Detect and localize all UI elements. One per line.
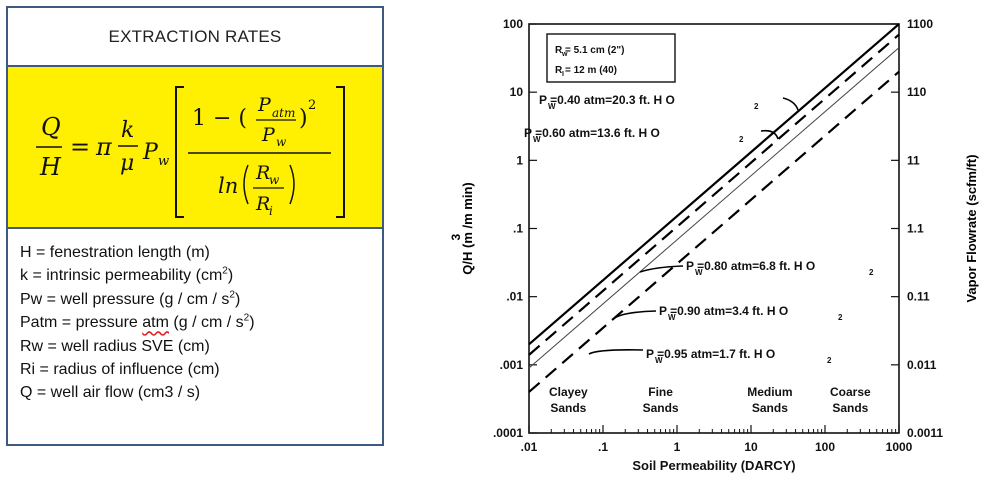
y-axis-label: Q/H (m /m min)3 (449, 182, 475, 274)
y-tick-label: .001 (500, 358, 524, 372)
y2-tick-label: 110 (907, 85, 927, 99)
series-label-sub-w: W (655, 356, 663, 365)
formula-k: k (121, 118, 134, 143)
y-tick-label: .1 (513, 222, 523, 236)
definition-q: Q = well air flow (cm3 / s) (20, 384, 201, 402)
definition-pw: Pw = well pressure (g / cm / s2) (20, 289, 241, 308)
series-leader-3 (639, 265, 684, 273)
soil-class-bottom: Sands (832, 401, 868, 415)
y-axis-label-exponent: 3 (449, 234, 463, 241)
y2-axis-label-text: Vapor Flowrate (scfm/ft) (964, 154, 979, 302)
y2-tick-label: 0.11 (907, 290, 930, 304)
soil-class-bottom: Sands (752, 401, 788, 415)
formula-rw: R (255, 162, 270, 184)
definition-patm: Patm = pressure atm (g / cm / s2) (20, 312, 255, 332)
x-tick-label: .01 (521, 440, 538, 454)
formula-mu: μ (120, 151, 134, 176)
formula-pw: P (142, 140, 159, 165)
definition-ri: Ri = radius of influence (cm) (20, 360, 220, 378)
x-tick-label: .1 (598, 440, 608, 454)
x-tick-label: 100 (815, 440, 835, 454)
formula-patm: P (257, 94, 272, 116)
series-label-5: P =0.95 atm=1.7 ft. H O (646, 347, 775, 361)
series-label-sub-w: W (548, 102, 556, 111)
x-tick-label: 1000 (886, 440, 913, 454)
series-label-sub-w: W (668, 313, 676, 322)
y-axis-label-text: Q/H (m /m min) (460, 182, 475, 274)
x-tick-label: 10 (744, 440, 758, 454)
formula-pi: π (95, 133, 113, 161)
formula-one-minus: 1 − ( (192, 106, 247, 131)
extraction-formula: Q H = π k μ P w 1 − ( P atm P w ) 2 (36, 86, 345, 218)
series-label-sub-2: 2 (869, 268, 874, 277)
definition-k: k = intrinsic permeability (cm2) (20, 266, 234, 285)
formula-square: 2 (308, 98, 316, 113)
formula-h: H (39, 153, 62, 181)
series-label-sub-2: 2 (827, 356, 832, 365)
series-label-sub-w: W (695, 268, 703, 277)
inset-line-1: R = 5.1 cm (2") (555, 45, 625, 56)
series-leader-4 (611, 310, 657, 321)
y2-tick-label: 0.0011 (907, 426, 943, 440)
inset-line-2: R = 12 m (40) (555, 65, 617, 76)
soil-class-top: Clayey (549, 385, 588, 399)
y2-tick-label: 11 (907, 153, 920, 167)
formula-q: Q (41, 113, 61, 141)
formula-ri: R (255, 193, 270, 215)
plot-frame (528, 23, 900, 434)
series-line-1 (528, 23, 900, 346)
soil-class-top: Medium (747, 385, 792, 399)
series-line-4 (528, 70, 900, 393)
inset-box (546, 33, 676, 83)
series-label-sub-w: W (533, 135, 541, 144)
y2-tick-label: 0.011 (907, 358, 937, 372)
series-label-2: P =0.60 atm=13.6 ft. H O (524, 126, 660, 140)
y-tick-label: 100 (503, 17, 523, 31)
y2-axis-label: Vapor Flowrate (scfm/ft) (964, 154, 979, 302)
formula-box: Q H = π k μ P w 1 − ( P atm P w ) 2 (8, 65, 382, 229)
series-label-sub-2: 2 (754, 102, 759, 111)
series-label-sub-2: 2 (838, 313, 843, 322)
formula-ln: ln (218, 174, 238, 198)
definition-rw: Rw = well radius SVE (cm) (20, 337, 210, 355)
series-leader-2 (760, 129, 779, 140)
y2-tick-label: 1.1 (907, 222, 924, 236)
formula-patm-sub: atm (272, 106, 295, 120)
definition-h: H = fenestration length (m) (20, 244, 210, 261)
inset-line-2-sub: I (562, 71, 564, 78)
formula-pw-sub: w (158, 154, 169, 169)
x-axis-label: Soil Permeability (DARCY) (632, 458, 795, 473)
series-line-2 (528, 33, 900, 356)
formula-rw-sub: w (269, 173, 280, 187)
y-tick-label: .01 (506, 290, 523, 304)
soil-class-bottom: Sands (550, 401, 586, 415)
y-tick-label: 1 (516, 153, 523, 167)
soil-class-bottom: Sands (643, 401, 679, 415)
series-label-1: P =0.40 atm=20.3 ft. H O (539, 93, 675, 107)
formula-ri-sub: i (269, 204, 273, 218)
series-label-3: P =0.80 atm=6.8 ft. H O (686, 259, 815, 273)
series-label-sub-2: 2 (739, 135, 744, 144)
series-leader-1 (782, 97, 799, 111)
y-tick-label: .0001 (493, 426, 523, 440)
formula-equals: = (70, 133, 90, 161)
formula-close-paren: ) (299, 106, 308, 131)
y2-tick-label: 1100 (907, 17, 933, 31)
panel-title: EXTRACTION RATES (108, 26, 282, 46)
series-line-3 (528, 47, 900, 369)
x-tick-label: 1 (674, 440, 681, 454)
inset-line-1-sub: w (561, 51, 568, 58)
series-label-4: P =0.90 atm=3.4 ft. H O (659, 304, 788, 318)
definitions-list: H = fenestration length (m) k = intrinsi… (20, 241, 378, 405)
series-leader-5 (588, 349, 644, 355)
soil-class-top: Coarse (830, 385, 871, 399)
formula-pw2-sub: w (276, 135, 287, 149)
y-tick-label: 10 (510, 85, 524, 99)
soil-class-top: Fine (648, 385, 673, 399)
extraction-rates-panel: EXTRACTION RATES Q H = π k μ P w 1 − ( P… (6, 6, 384, 446)
formula-pw2: P (261, 124, 276, 146)
